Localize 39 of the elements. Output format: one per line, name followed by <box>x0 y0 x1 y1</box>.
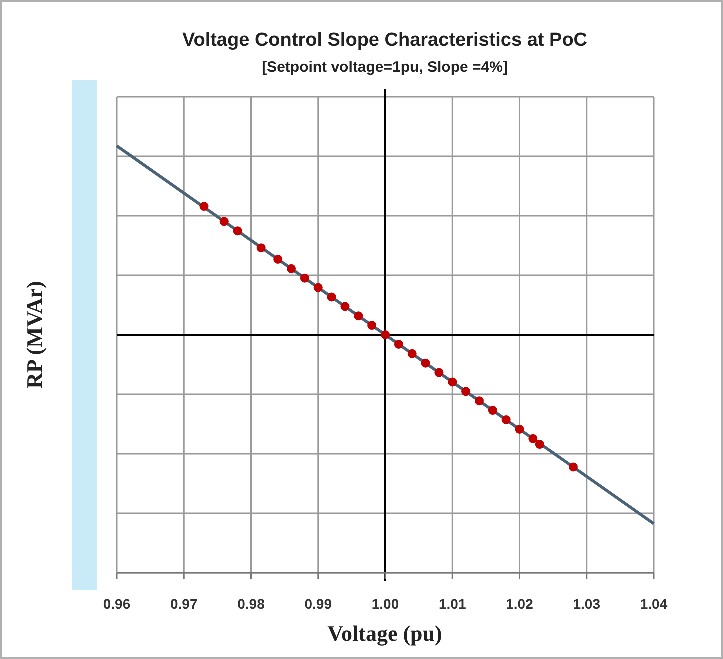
x-tick-label: 1.00 <box>372 596 400 612</box>
point <box>381 330 390 340</box>
x-tick-label: 0.96 <box>103 596 131 612</box>
chart-title: Voltage Control Slope Characteristics at PoC <box>182 30 588 51</box>
point <box>568 462 578 472</box>
point <box>448 378 458 387</box>
point <box>220 217 229 226</box>
y-axis-title: RP (MVAr) <box>22 281 47 389</box>
point <box>488 406 498 416</box>
x-tick-label: 1.02 <box>506 596 534 612</box>
x-axis-title: Voltage (pu) <box>328 621 442 646</box>
point <box>474 396 484 406</box>
point <box>200 202 209 212</box>
point <box>233 226 242 236</box>
point <box>434 368 444 378</box>
point <box>256 244 266 253</box>
point <box>535 440 544 450</box>
point <box>408 349 417 358</box>
point <box>421 358 430 368</box>
point <box>287 264 296 274</box>
x-tick-label: 1.04 <box>640 596 668 612</box>
point <box>528 434 538 444</box>
x-tick-label: 1.03 <box>573 596 601 612</box>
point <box>340 302 350 312</box>
point <box>300 274 310 283</box>
point <box>462 387 471 396</box>
point <box>354 312 364 321</box>
point <box>502 416 511 424</box>
x-tick-label: 1.01 <box>439 596 466 612</box>
point <box>327 292 336 302</box>
point <box>515 424 524 434</box>
point <box>394 340 404 349</box>
point <box>368 321 377 330</box>
x-tick-label: 0.98 <box>238 596 266 612</box>
x-tick-label: 0.97 <box>170 596 198 612</box>
point <box>274 254 283 264</box>
x-tick-label: 0.99 <box>304 596 332 612</box>
chart-subtitle: [Setpoint voltage=1pu, Slope =4%] <box>262 59 508 76</box>
point <box>314 283 323 292</box>
